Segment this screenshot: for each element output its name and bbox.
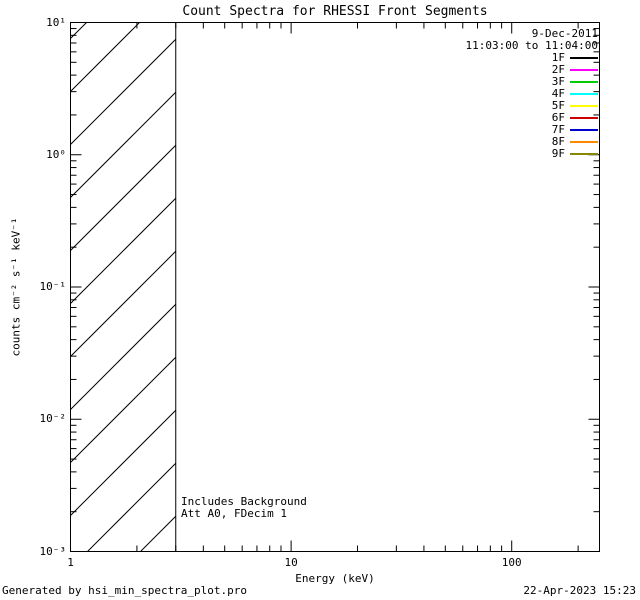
legend-entry: 5F bbox=[466, 100, 598, 112]
plot-annotations: Includes Background Att A0, FDecim 1 bbox=[181, 496, 307, 520]
legend-entries: 1F 2F 3F 4F 5F 6F 7F 8F 9F bbox=[466, 52, 598, 160]
legend-color-line bbox=[570, 93, 598, 95]
legend-entry-label: 6F bbox=[551, 111, 565, 124]
legend-entry-label: 2F bbox=[551, 63, 565, 76]
legend-entry-label: 8F bbox=[551, 135, 565, 148]
legend-entry: 8F bbox=[466, 136, 598, 148]
legend-color-line bbox=[570, 81, 598, 83]
annotation-line: Includes Background bbox=[181, 495, 307, 508]
legend-color-line bbox=[570, 153, 598, 155]
x-tick-label: 10 bbox=[284, 556, 298, 569]
legend-entry-label: 7F bbox=[551, 123, 565, 136]
legend-color-line bbox=[570, 69, 598, 71]
annotation-line: Att A0, FDecim 1 bbox=[181, 507, 287, 520]
legend-entry-label: 1F bbox=[551, 51, 565, 64]
y-tick-label: 10⁻¹ bbox=[39, 280, 67, 293]
legend-entry-label: 9F bbox=[551, 147, 565, 160]
legend-entry-label: 4F bbox=[551, 87, 565, 100]
y-tick-label: 10⁻³ bbox=[39, 544, 67, 558]
legend-color-line bbox=[570, 105, 598, 107]
legend-color-line bbox=[570, 129, 598, 131]
legend-entry-label: 3F bbox=[551, 75, 565, 88]
legend-entry: 7F bbox=[466, 124, 598, 136]
y-tick-label: 10⁰ bbox=[46, 147, 66, 161]
legend-entry-label: 5F bbox=[551, 99, 565, 112]
chart-title: Count Spectra for RHESSI Front Segments bbox=[182, 4, 488, 19]
legend-entry: 1F bbox=[466, 52, 598, 64]
footer-timestamp: 22-Apr-2023 15:23 bbox=[523, 584, 636, 597]
x-tick-label: 100 bbox=[501, 556, 522, 569]
legend: 9-Dec-2011 11:03:00 to 11:04:00 1F 2F 3F 4F… bbox=[466, 28, 598, 160]
legend-entry: 9F bbox=[466, 148, 598, 160]
legend-color-line bbox=[570, 141, 598, 143]
legend-entry: 2F bbox=[466, 64, 598, 76]
y-tick-label: 10¹ bbox=[46, 15, 66, 29]
legend-color-line bbox=[570, 57, 598, 59]
legend-entry: 3F bbox=[466, 76, 598, 88]
hatch-region bbox=[70, 22, 176, 552]
legend-time-range: 11:03:00 to 11:04:00 bbox=[465, 39, 598, 52]
x-tick-label: 1 bbox=[67, 556, 74, 569]
legend-entry: 4F bbox=[466, 88, 598, 100]
x-axis-label: Energy (keV) bbox=[295, 572, 375, 585]
legend-color-line bbox=[570, 117, 598, 119]
footer-generator-note: Generated by hsi_min_spectra_plot.pro bbox=[2, 584, 248, 597]
legend-entry: 6F bbox=[466, 112, 598, 124]
legend-date: 9-Dec-2011 bbox=[531, 27, 598, 40]
y-tick-label: 10⁻² bbox=[39, 412, 67, 426]
